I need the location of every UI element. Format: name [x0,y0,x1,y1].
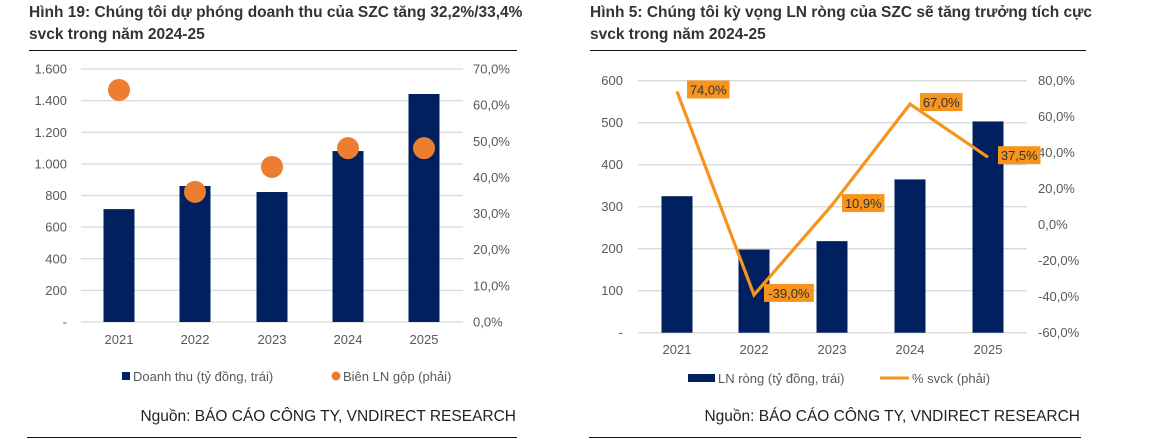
chart2-x-tick: 2021 [663,342,692,357]
chart1-legend-label: Doanh thu (tỷ đồng, trái) [133,369,273,384]
chart2-bar-2023 [816,241,848,333]
chart2-data-label: 74,0% [690,83,727,98]
chart2-y2-tick: -40,0% [1038,289,1080,304]
chart1-dot-2024 [337,137,359,160]
chart2-y2-tick: 20,0% [1038,181,1075,196]
chart1-bar-2021 [103,209,135,322]
chart1-y-tick: 400 [45,251,67,266]
chart2-legend-bar-swatch [688,374,715,382]
chart2-title: Hình 5: Chúng tôi kỳ vọng LN ròng của SZ… [590,4,1092,43]
chart2-top-rule [590,50,1086,51]
chart1-y2-tick: 20,0% [473,242,510,257]
chart1-bar-2023 [256,192,288,322]
chart1-legend-label: Biên LN gộp (phải) [343,369,451,384]
chart1-dot-2023 [261,155,283,178]
chart2-data-label: -39,0% [768,286,810,301]
chart1-y2-tick: 30,0% [473,206,510,221]
chart1-x-tick: 2024 [334,332,363,347]
chart1-legend-bar-swatch [122,372,130,380]
chart1-x-tick: 2025 [410,332,439,347]
chart1-x-tick: 2022 [181,332,210,347]
chart2-y-tick: 600 [601,73,623,88]
chart1-y-tick: 1.000 [34,156,67,171]
chart2-data-label-box [764,283,814,302]
chart1-title: Hình 19: Chúng tôi dự phóng doanh thu củ… [29,4,523,43]
chart2-y-tick: 500 [601,115,623,130]
chart2-y2-tick: 40,0% [1038,145,1075,160]
chart2-y-tick: 100 [601,283,623,298]
chart1-bar-2024 [332,151,364,322]
chart2-y2-tick: 60,0% [1038,109,1075,124]
chart1-y-tick: 800 [45,188,67,203]
chart1-dot-2022 [184,180,206,203]
chart2-y2-tick: 80,0% [1038,73,1075,88]
chart2-y-tick: 200 [601,241,623,256]
chart2-x-tick: 2025 [974,342,1003,357]
chart2-data-label-box [842,194,885,213]
chart2-y-tick: 400 [601,157,623,172]
chart1-x-tick: 2021 [105,332,134,347]
chart2-data-label: 67,0% [923,95,960,110]
chart1-dot-2025 [413,137,435,160]
chart1-bottom-rule [27,437,517,438]
chart2-y2-tick: -60,0% [1038,325,1080,340]
chart1-y-tick: - [63,315,67,330]
chart1-y2-tick: 40,0% [473,170,510,185]
chart1-y2-tick: 60,0% [473,98,510,113]
chart2-legend-label: LN ròng (tỷ đồng, trái) [718,371,844,386]
chart1-y2-tick: 50,0% [473,134,510,149]
chart2-data-label-box [687,80,730,99]
chart1-y-tick: 600 [45,220,67,235]
chart2-bar-2021 [661,196,693,333]
chart2-source: Nguồn: BÁO CÁO CÔNG TY, VNDIRECT RESEARC… [704,408,1080,425]
chart2-y-tick: 300 [601,199,623,214]
chart2-data-label-box [920,93,963,112]
chart1-dot-2021 [108,78,130,101]
chart1-source: Nguồn: BÁO CÁO CÔNG TY, VNDIRECT RESEARC… [140,408,516,425]
chart2-x-tick: 2022 [740,342,769,357]
chart2-data-label: 10,9% [845,196,882,211]
chart1-legend-dot-swatch [331,371,341,381]
chart2-y2-tick: -20,0% [1038,253,1080,268]
chart2-line-series [675,90,989,298]
chart1-y-tick: 1.200 [34,125,67,140]
chart1-bar-2022 [179,186,211,322]
chart1-y2-tick: 10,0% [473,278,510,293]
chart2-x-tick: 2023 [818,342,847,357]
chart2-data-label-box [998,146,1041,165]
chart1-y-tick: 1.600 [34,62,67,77]
chart2-legend-label: % svck (phải) [912,371,990,386]
chart2-data-label: 37,5% [1001,148,1038,163]
chart1-x-tick: 2023 [258,332,287,347]
chart1-y-tick: 1.400 [34,93,67,108]
chart1-y2-tick: 0,0% [473,315,503,330]
chart1-y2-tick: 70,0% [473,62,510,77]
chart1-y-tick: 200 [45,283,67,298]
chart2-y2-tick: 0,0% [1038,217,1068,232]
chart2-x-tick: 2024 [896,342,925,357]
chart2-bottom-rule [589,437,1081,438]
chart1-bar-2025 [408,93,440,322]
chart2-bar-2024 [894,179,926,333]
chart1-top-rule [29,50,517,51]
chart2-y-tick: - [619,325,623,340]
